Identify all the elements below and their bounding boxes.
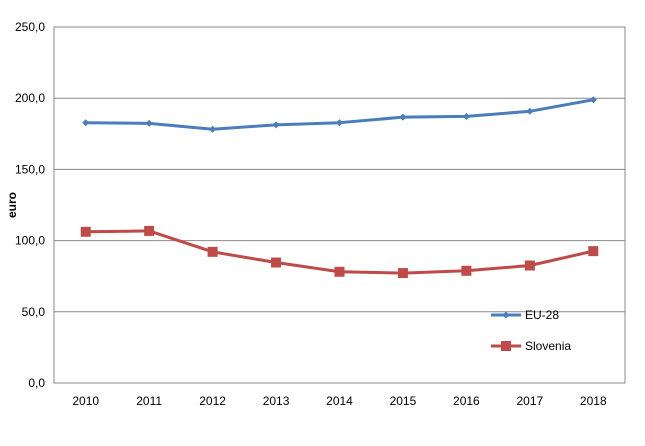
x-tick-label: 2015	[390, 394, 417, 408]
y-tick-label: 200,0	[15, 91, 45, 105]
series-layer	[80, 96, 599, 279]
y-tick-label: 50,0	[22, 305, 46, 319]
data-point	[399, 113, 407, 121]
series-slovenia	[80, 225, 599, 279]
data-point	[397, 268, 408, 279]
data-point	[462, 112, 470, 120]
x-tick-label: 2010	[72, 394, 99, 408]
y-tick-label: 0,0	[28, 376, 45, 390]
data-point	[524, 260, 535, 271]
data-point	[209, 125, 217, 133]
y-axis-label: euro	[5, 192, 19, 218]
legend-label: EU-28	[525, 308, 559, 322]
y-tick-label: 150,0	[15, 162, 45, 176]
y-axis-ticks: 0,0 50,0 100,0 150,0 200,0 250,0	[15, 20, 45, 390]
x-tick-label: 2017	[516, 394, 543, 408]
grid-lines	[54, 97, 625, 313]
data-point	[271, 257, 282, 268]
data-point	[82, 119, 90, 127]
data-point	[461, 265, 472, 276]
y-tick-label: 100,0	[15, 234, 45, 248]
legend-label: Slovenia	[525, 339, 571, 353]
data-point	[272, 121, 280, 129]
x-tick-label: 2011	[136, 394, 162, 408]
data-point	[336, 119, 343, 127]
data-point	[207, 246, 218, 257]
data-point	[526, 107, 534, 115]
x-axis-ticks: 2010 2011 2012 2013 2014 2015 2016 2017 2018	[72, 394, 607, 408]
series-eu-28	[82, 96, 597, 133]
data-point	[144, 225, 155, 236]
data-point	[588, 246, 599, 257]
x-tick-label: 2013	[263, 394, 290, 408]
x-tick-label: 2018	[580, 394, 607, 408]
legend: EU-28 Slovenia	[491, 308, 571, 353]
plot-area-border	[53, 26, 626, 384]
x-tick-label: 2012	[199, 394, 226, 408]
data-point	[501, 341, 511, 351]
data-point	[589, 96, 597, 104]
data-point	[145, 119, 153, 127]
series-line	[85, 229, 594, 275]
data-point	[334, 266, 345, 277]
data-point	[80, 226, 91, 237]
legend-item: EU-28	[491, 308, 559, 322]
legend-item: Slovenia	[491, 339, 571, 353]
y-tick-label: 250,0	[15, 20, 45, 34]
x-tick-label: 2014	[326, 394, 353, 408]
x-tick-label: 2016	[453, 394, 480, 408]
data-point	[502, 311, 510, 319]
